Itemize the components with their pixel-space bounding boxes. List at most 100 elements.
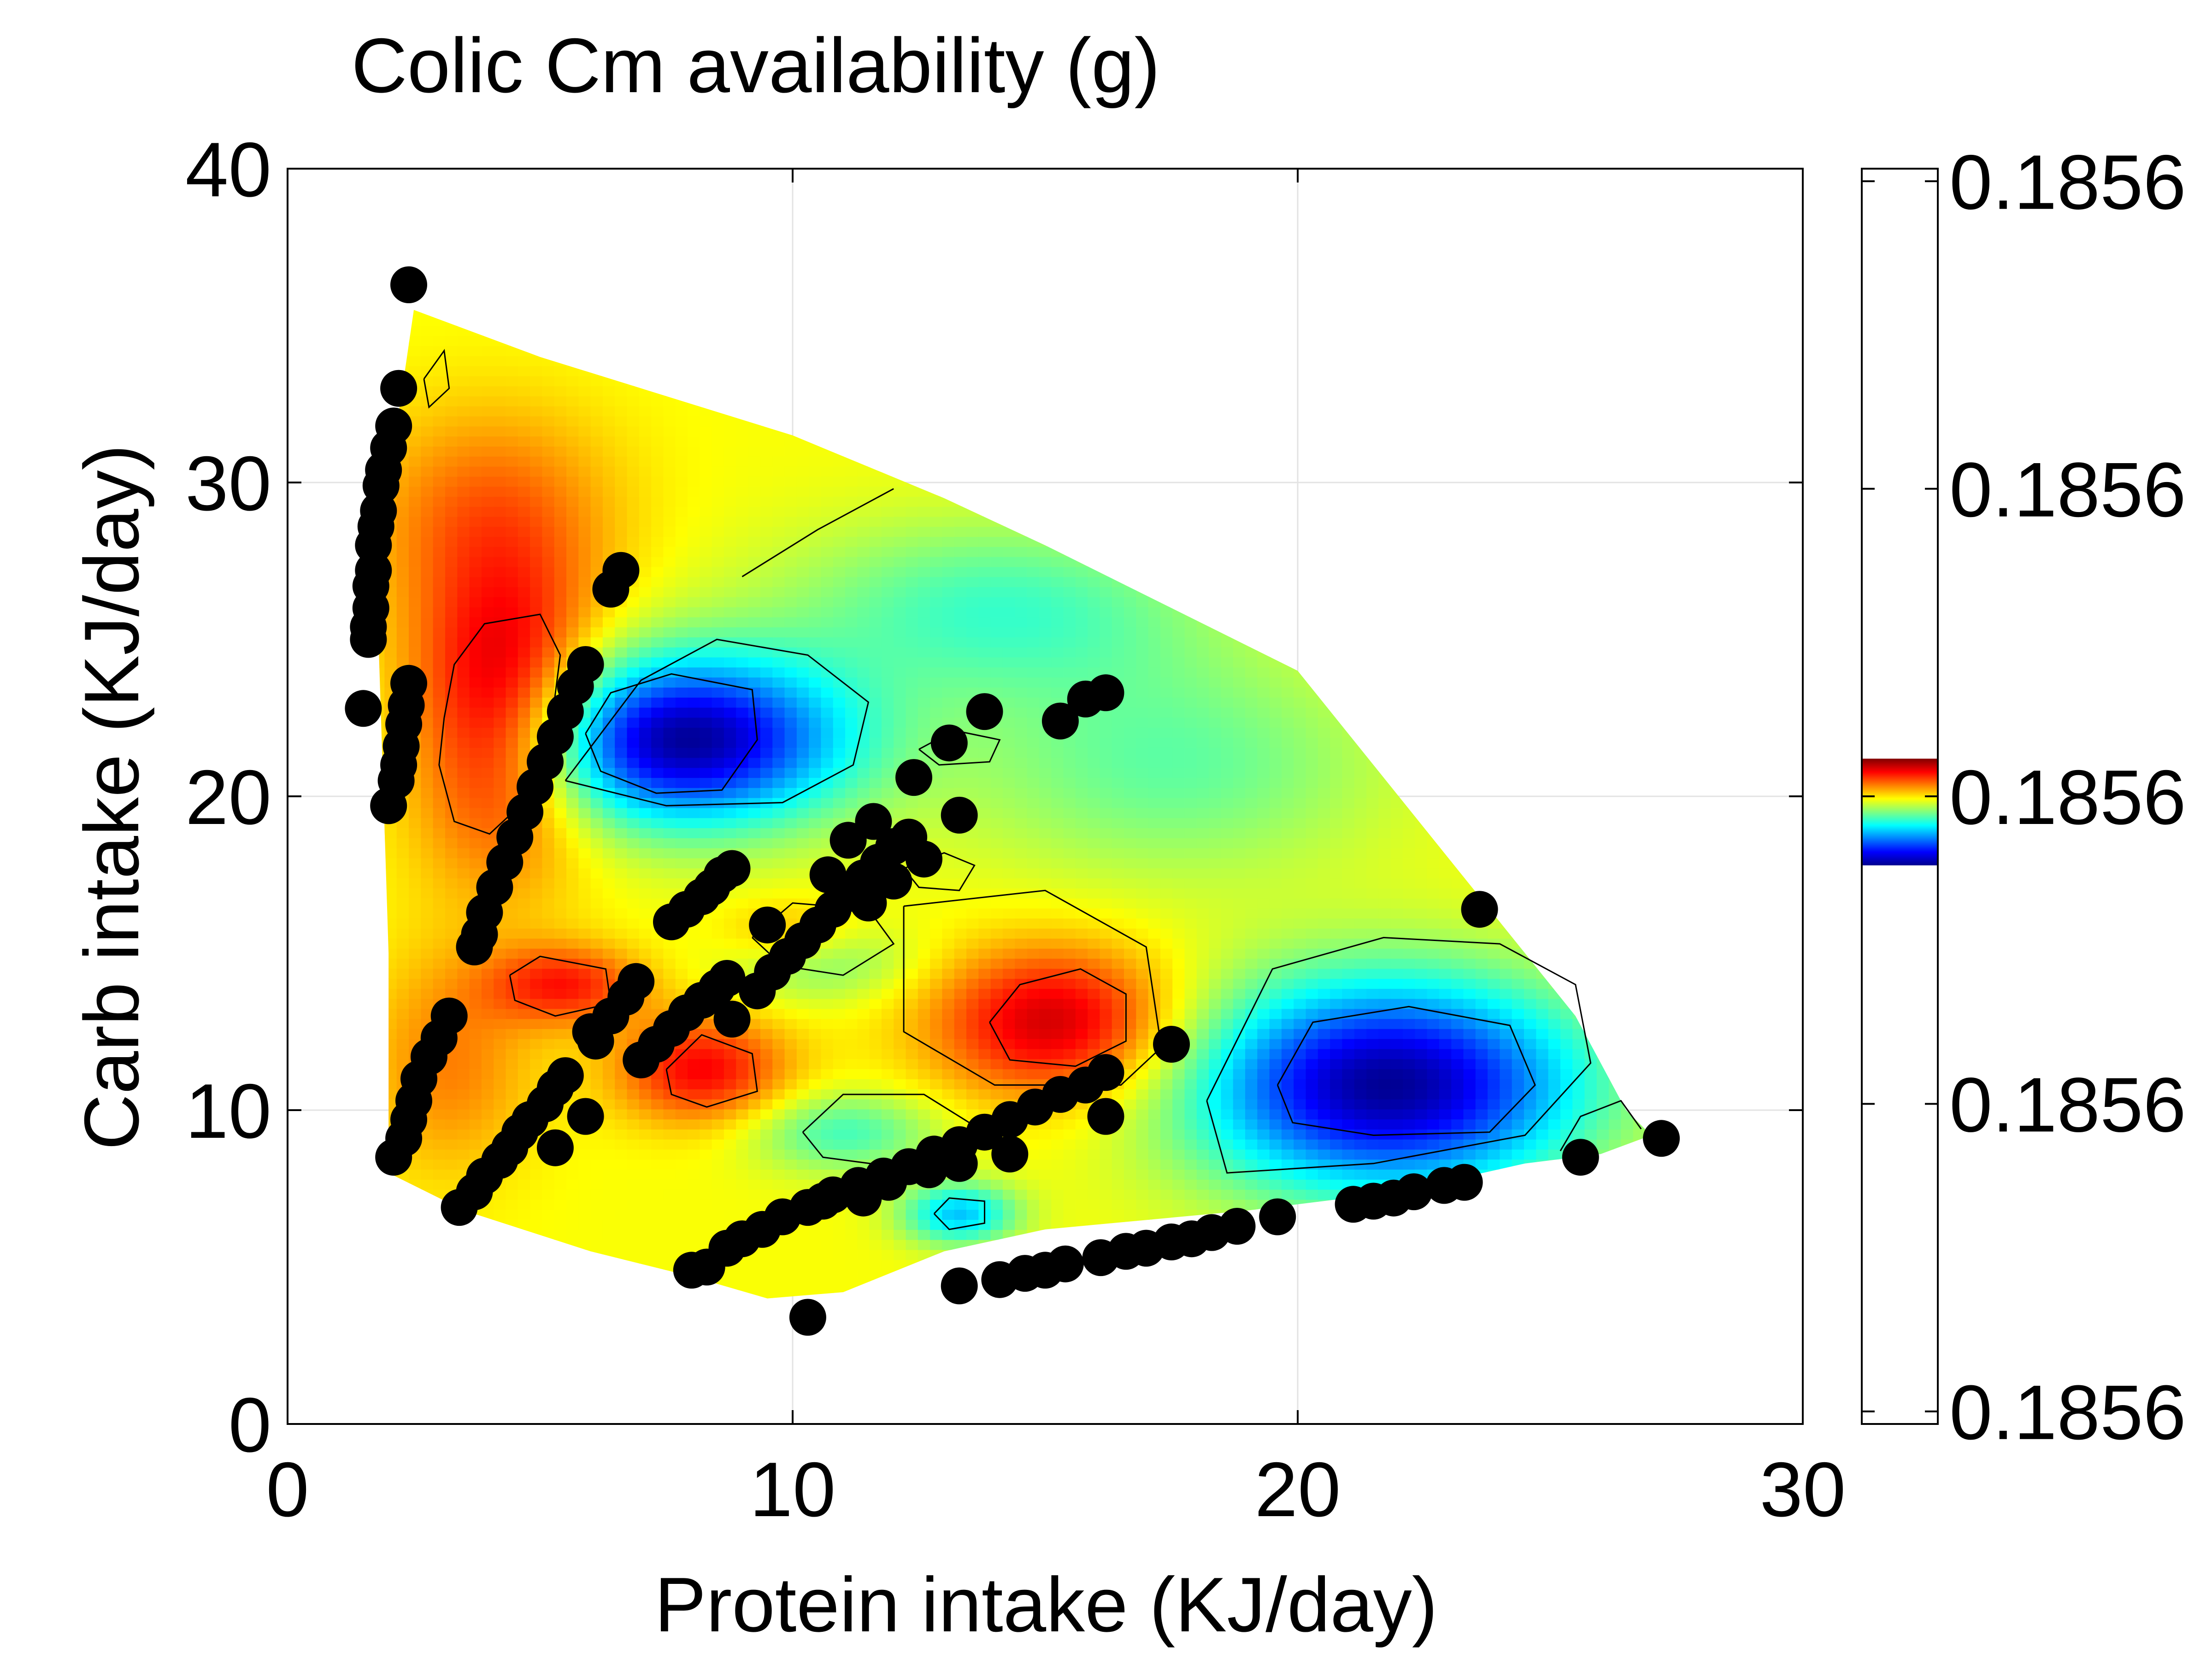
heatmap-cell [396,908,409,919]
heatmap-cell [578,978,591,989]
heatmap-cell [857,968,870,979]
heatmap-cell [906,1069,918,1079]
heatmap-cell [396,617,409,628]
heatmap-cell [457,1249,470,1260]
heatmap-cell [445,727,458,738]
heatmap-cell [481,787,494,798]
heatmap-cell [821,998,834,1009]
heatmap-cell [457,1159,470,1170]
heatmap-cell [457,276,470,286]
heatmap-cell [433,546,446,557]
heatmap-cell [651,446,664,457]
heatmap-cell [894,1209,906,1220]
heatmap-cell [651,335,664,347]
heatmap-cell [736,285,748,296]
heatmap-cell [906,1099,918,1110]
heatmap-cell [578,1169,591,1180]
heatmap-cell [384,1249,397,1260]
heatmap-cell [821,566,834,577]
heatmap-cell [724,426,737,437]
heatmap-cell [881,325,894,336]
heatmap-cell [833,757,846,768]
heatmap-cell [409,556,422,567]
heatmap-cell [736,777,749,788]
heatmap-cell [542,1279,555,1290]
heatmap-cell [821,747,834,758]
heatmap-cell [409,566,422,577]
heatmap-cell [433,988,446,999]
heatmap-cell [481,456,494,467]
heatmap-cell [796,476,810,487]
heatmap-cell [542,426,555,437]
heatmap-cell [542,556,555,567]
heatmap-cell [772,416,785,427]
heatmap-cell [433,697,446,708]
heatmap-cell [675,355,688,366]
heatmap-cell [578,1189,591,1200]
heatmap-cell [724,908,737,919]
heatmap-cell [615,1300,627,1310]
heatmap-cell [506,476,518,487]
heatmap-cell [518,978,531,989]
heatmap-cell [881,346,894,356]
heatmap-cell [796,837,810,848]
heatmap-cell [378,667,385,678]
heatmap-cell [530,536,543,547]
heatmap-cell [784,396,797,406]
heatmap-cell [566,1219,579,1230]
heatmap-cell [554,1008,567,1019]
heatmap-cell [796,737,810,748]
heatmap-cell [688,958,700,969]
heatmap-cell [590,486,603,497]
heatmap-cell [518,396,531,406]
heatmap-cell [542,1320,554,1330]
heatmap-cell [724,506,737,517]
heatmap-cell [663,777,676,788]
heatmap-cell [784,627,797,638]
heatmap-cell [748,310,761,316]
heatmap-cell [433,777,446,788]
heatmap-cell [821,577,834,588]
heatmap-cell [736,938,749,949]
heatmap-cell [760,818,773,829]
heatmap-cell [918,1109,931,1120]
heatmap-cell [348,1219,361,1230]
heatmap-cell [506,727,518,738]
heatmap-cell [506,386,518,397]
heatmap-cell [845,536,858,547]
heatmap-cell [675,486,688,497]
heatmap-cell [784,1249,797,1260]
heatmap-cell [542,1028,555,1039]
heatmap-cell [457,536,470,547]
heatmap-cell [760,1008,773,1019]
heatmap-cell [833,506,846,517]
heatmap-cell [712,1059,724,1070]
heatmap-cell [566,486,579,497]
heatmap-cell [675,707,688,718]
heatmap-cell [675,727,688,738]
heatmap-cell [688,587,700,597]
heatmap-cell [651,818,664,829]
heatmap-cell [578,1249,591,1260]
heatmap-cell [433,536,446,547]
heatmap-cell [748,456,761,467]
heatmap-cell [554,617,567,628]
heatmap-cell [615,737,628,748]
heatmap-cell [530,496,543,507]
heatmap-cell [772,1109,785,1120]
heatmap-cell [918,1269,931,1280]
heatmap-cell [627,1139,640,1150]
heatmap-cell [651,426,664,437]
heatmap-cell [421,426,434,437]
heatmap-cell [869,416,882,427]
heatmap-cell [845,978,858,989]
heatmap-cell [494,948,506,959]
heatmap-cell [627,1269,640,1280]
heatmap-cell [590,1169,603,1180]
heatmap-cell [675,506,688,517]
heatmap-cell [530,1048,543,1059]
heatmap-cell [445,988,458,999]
heatmap-cell [494,315,506,326]
heatmap-cell [445,506,458,517]
heatmap-cell [615,697,628,708]
